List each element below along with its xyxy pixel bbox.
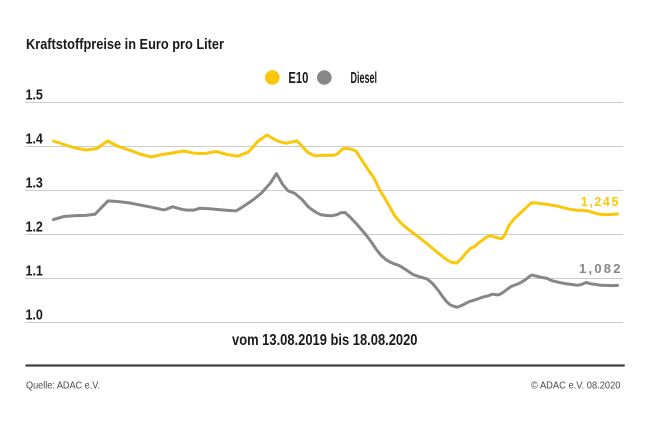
- svg-text:1.5: 1.5: [26, 88, 43, 104]
- svg-text:1.3: 1.3: [26, 176, 43, 192]
- svg-text:Quelle: ADAC e.V.: Quelle: ADAC e.V.: [26, 380, 100, 392]
- svg-text:vom 13.08.2019 bis 18.08.2020: vom 13.08.2019 bis 18.08.2020: [232, 332, 418, 349]
- svg-text:1,245: 1,245: [581, 195, 619, 209]
- svg-text:E10: E10: [288, 70, 308, 87]
- svg-text:1,082: 1,082: [579, 261, 621, 276]
- svg-text:1.2: 1.2: [26, 220, 43, 236]
- svg-text:Kraftstoffpreise in Euro pro L: Kraftstoffpreise in Euro pro Liter: [26, 36, 224, 53]
- svg-text:1.1: 1.1: [26, 264, 43, 280]
- svg-text:1.4: 1.4: [26, 132, 44, 148]
- svg-text:© ADAC e.V. 08.2020: © ADAC e.V. 08.2020: [531, 380, 621, 392]
- svg-text:Diesel: Diesel: [351, 70, 378, 87]
- svg-text:1.0: 1.0: [26, 308, 43, 324]
